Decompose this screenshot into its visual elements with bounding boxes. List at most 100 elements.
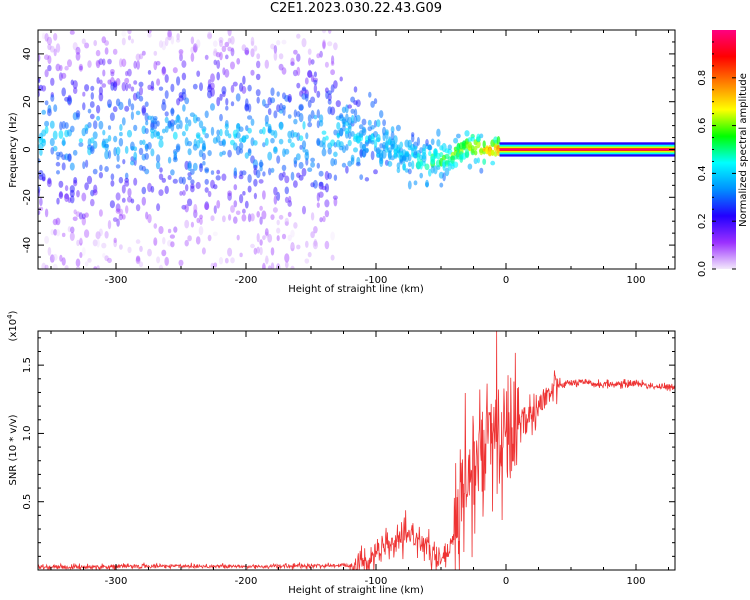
spectrogram-cell	[264, 231, 269, 238]
spectrogram-cell	[162, 237, 166, 245]
spectrogram-cell	[402, 161, 406, 171]
spectrogram-cell	[121, 214, 126, 220]
spectrogram-cell	[345, 165, 349, 174]
spectrogram-cell	[228, 214, 232, 221]
spectrogram-cell	[278, 214, 284, 220]
spectrogram-cell	[196, 217, 200, 224]
spectrogram-cell	[399, 141, 404, 149]
spectrogram-cell	[368, 91, 372, 98]
spectrogram-cell	[110, 71, 115, 77]
spectrogram-cell	[230, 47, 235, 57]
spectrogram-cell	[167, 175, 172, 180]
spectrogram-cell	[327, 41, 333, 47]
spectrogram-cell	[421, 151, 427, 160]
spectrogram-cell	[204, 178, 209, 185]
spectrogram-cell	[270, 262, 275, 269]
spectrogram-cell	[79, 237, 83, 246]
spectrogram-cell	[396, 167, 401, 174]
spectrogram-cell	[172, 156, 178, 163]
spectrogram-cell	[287, 234, 292, 241]
spectrogram-cell	[92, 239, 98, 247]
spectrogram-cell	[382, 119, 386, 127]
spectrogram-cell	[164, 185, 169, 195]
spectrogram-cell	[44, 33, 49, 42]
spectrogram-cell	[411, 160, 415, 170]
snr-series-line	[38, 331, 675, 570]
spectrogram-cell	[233, 216, 238, 224]
spectrogram-cell	[104, 150, 109, 160]
spectrogram-cell	[341, 106, 347, 114]
spectrogram-cell	[204, 187, 209, 193]
spectrogram-cell	[127, 196, 132, 203]
spectrogram-cell	[53, 229, 58, 236]
spectrogram-cell	[227, 149, 232, 158]
spectrogram-cell	[319, 50, 323, 58]
spectrogram-cell	[276, 227, 281, 234]
snr-panel: -300 -200 -100 0 100 0.5 1.0 1.5 Height of stra…	[6, 310, 676, 596]
spectrogram-cell	[316, 90, 321, 98]
spectrogram-cell	[242, 208, 246, 214]
spectrogram-cell	[115, 78, 121, 86]
spectrogram-cell	[67, 94, 72, 102]
spectrogram-cell	[382, 144, 386, 152]
spectrogram-cell	[62, 137, 66, 147]
spectrogram-cell	[85, 159, 89, 168]
spectrogram-cell	[69, 189, 75, 198]
spectrogram-cell	[127, 35, 132, 41]
spectrogram-cell	[296, 244, 301, 250]
spectrogram-cell	[302, 147, 306, 153]
spectrogram-cell	[115, 203, 121, 213]
spectrogram-cell	[156, 78, 161, 86]
spectrogram-cell	[259, 216, 263, 225]
spectrogram-cell	[78, 142, 84, 147]
spectrogram-cell	[253, 164, 258, 170]
spectrogram-y-tick-label: -20	[22, 189, 33, 205]
spectrogram-cell	[338, 141, 344, 148]
spectrogram-cell	[332, 195, 338, 200]
spectrogram-cell	[136, 60, 141, 70]
spectrogram-cell	[482, 158, 487, 165]
spectrogram-cell	[104, 47, 109, 55]
spectrogram-cell	[256, 60, 261, 69]
spectrogram-cell	[44, 235, 49, 244]
spectrogram-cell	[307, 251, 312, 258]
spectrogram-cell	[490, 160, 496, 166]
spectrogram-cell	[330, 254, 335, 261]
spectrogram-cell	[227, 30, 232, 37]
spectrogram-cell	[308, 57, 312, 66]
spectrogram-cell	[301, 140, 307, 149]
spectrogram-cell	[76, 239, 80, 247]
spectrogram-cell	[316, 202, 320, 208]
spectrogram-cell	[56, 170, 60, 175]
spectrogram-cell	[127, 98, 132, 107]
spectrogram-cell	[66, 96, 73, 105]
spectrogram-cell	[350, 114, 355, 124]
spectrogram-cell	[290, 61, 295, 66]
colorbar-label: Normalized spectral amplitude	[738, 73, 749, 227]
spectrogram-cell	[164, 36, 169, 47]
spectrogram-cell	[187, 119, 192, 127]
spectrogram-cell	[116, 218, 120, 227]
colorbar: 0.0 0.2 0.4 0.6 0.8 Normalized spectral ampl…	[697, 30, 749, 277]
spectrogram-cell	[262, 190, 266, 200]
spectrogram-cell	[427, 144, 432, 151]
spectrogram-cell	[167, 240, 173, 247]
spectrogram-cell	[201, 152, 206, 161]
spectrogram-cell	[118, 213, 124, 221]
spectrogram-cell	[224, 257, 229, 264]
spectrogram-cell	[39, 197, 43, 207]
spectrogram-cell	[64, 65, 69, 71]
spectrogram-cell	[47, 108, 52, 117]
spectrogram-cell	[259, 239, 263, 246]
spectrogram-cell	[284, 175, 290, 184]
spectrogram-cell	[193, 209, 198, 219]
spectrogram-cell	[407, 168, 412, 175]
spectrogram-cell	[319, 217, 323, 223]
spectrogram-cell	[190, 179, 195, 185]
spectrogram-cell	[350, 131, 355, 137]
snr-y-tick-label: 0.5	[22, 494, 33, 510]
spectrogram-cell	[255, 73, 261, 81]
spectrogram-cell	[250, 36, 255, 46]
spectrogram-cell	[298, 135, 304, 142]
spectrogram-cell	[53, 33, 58, 41]
